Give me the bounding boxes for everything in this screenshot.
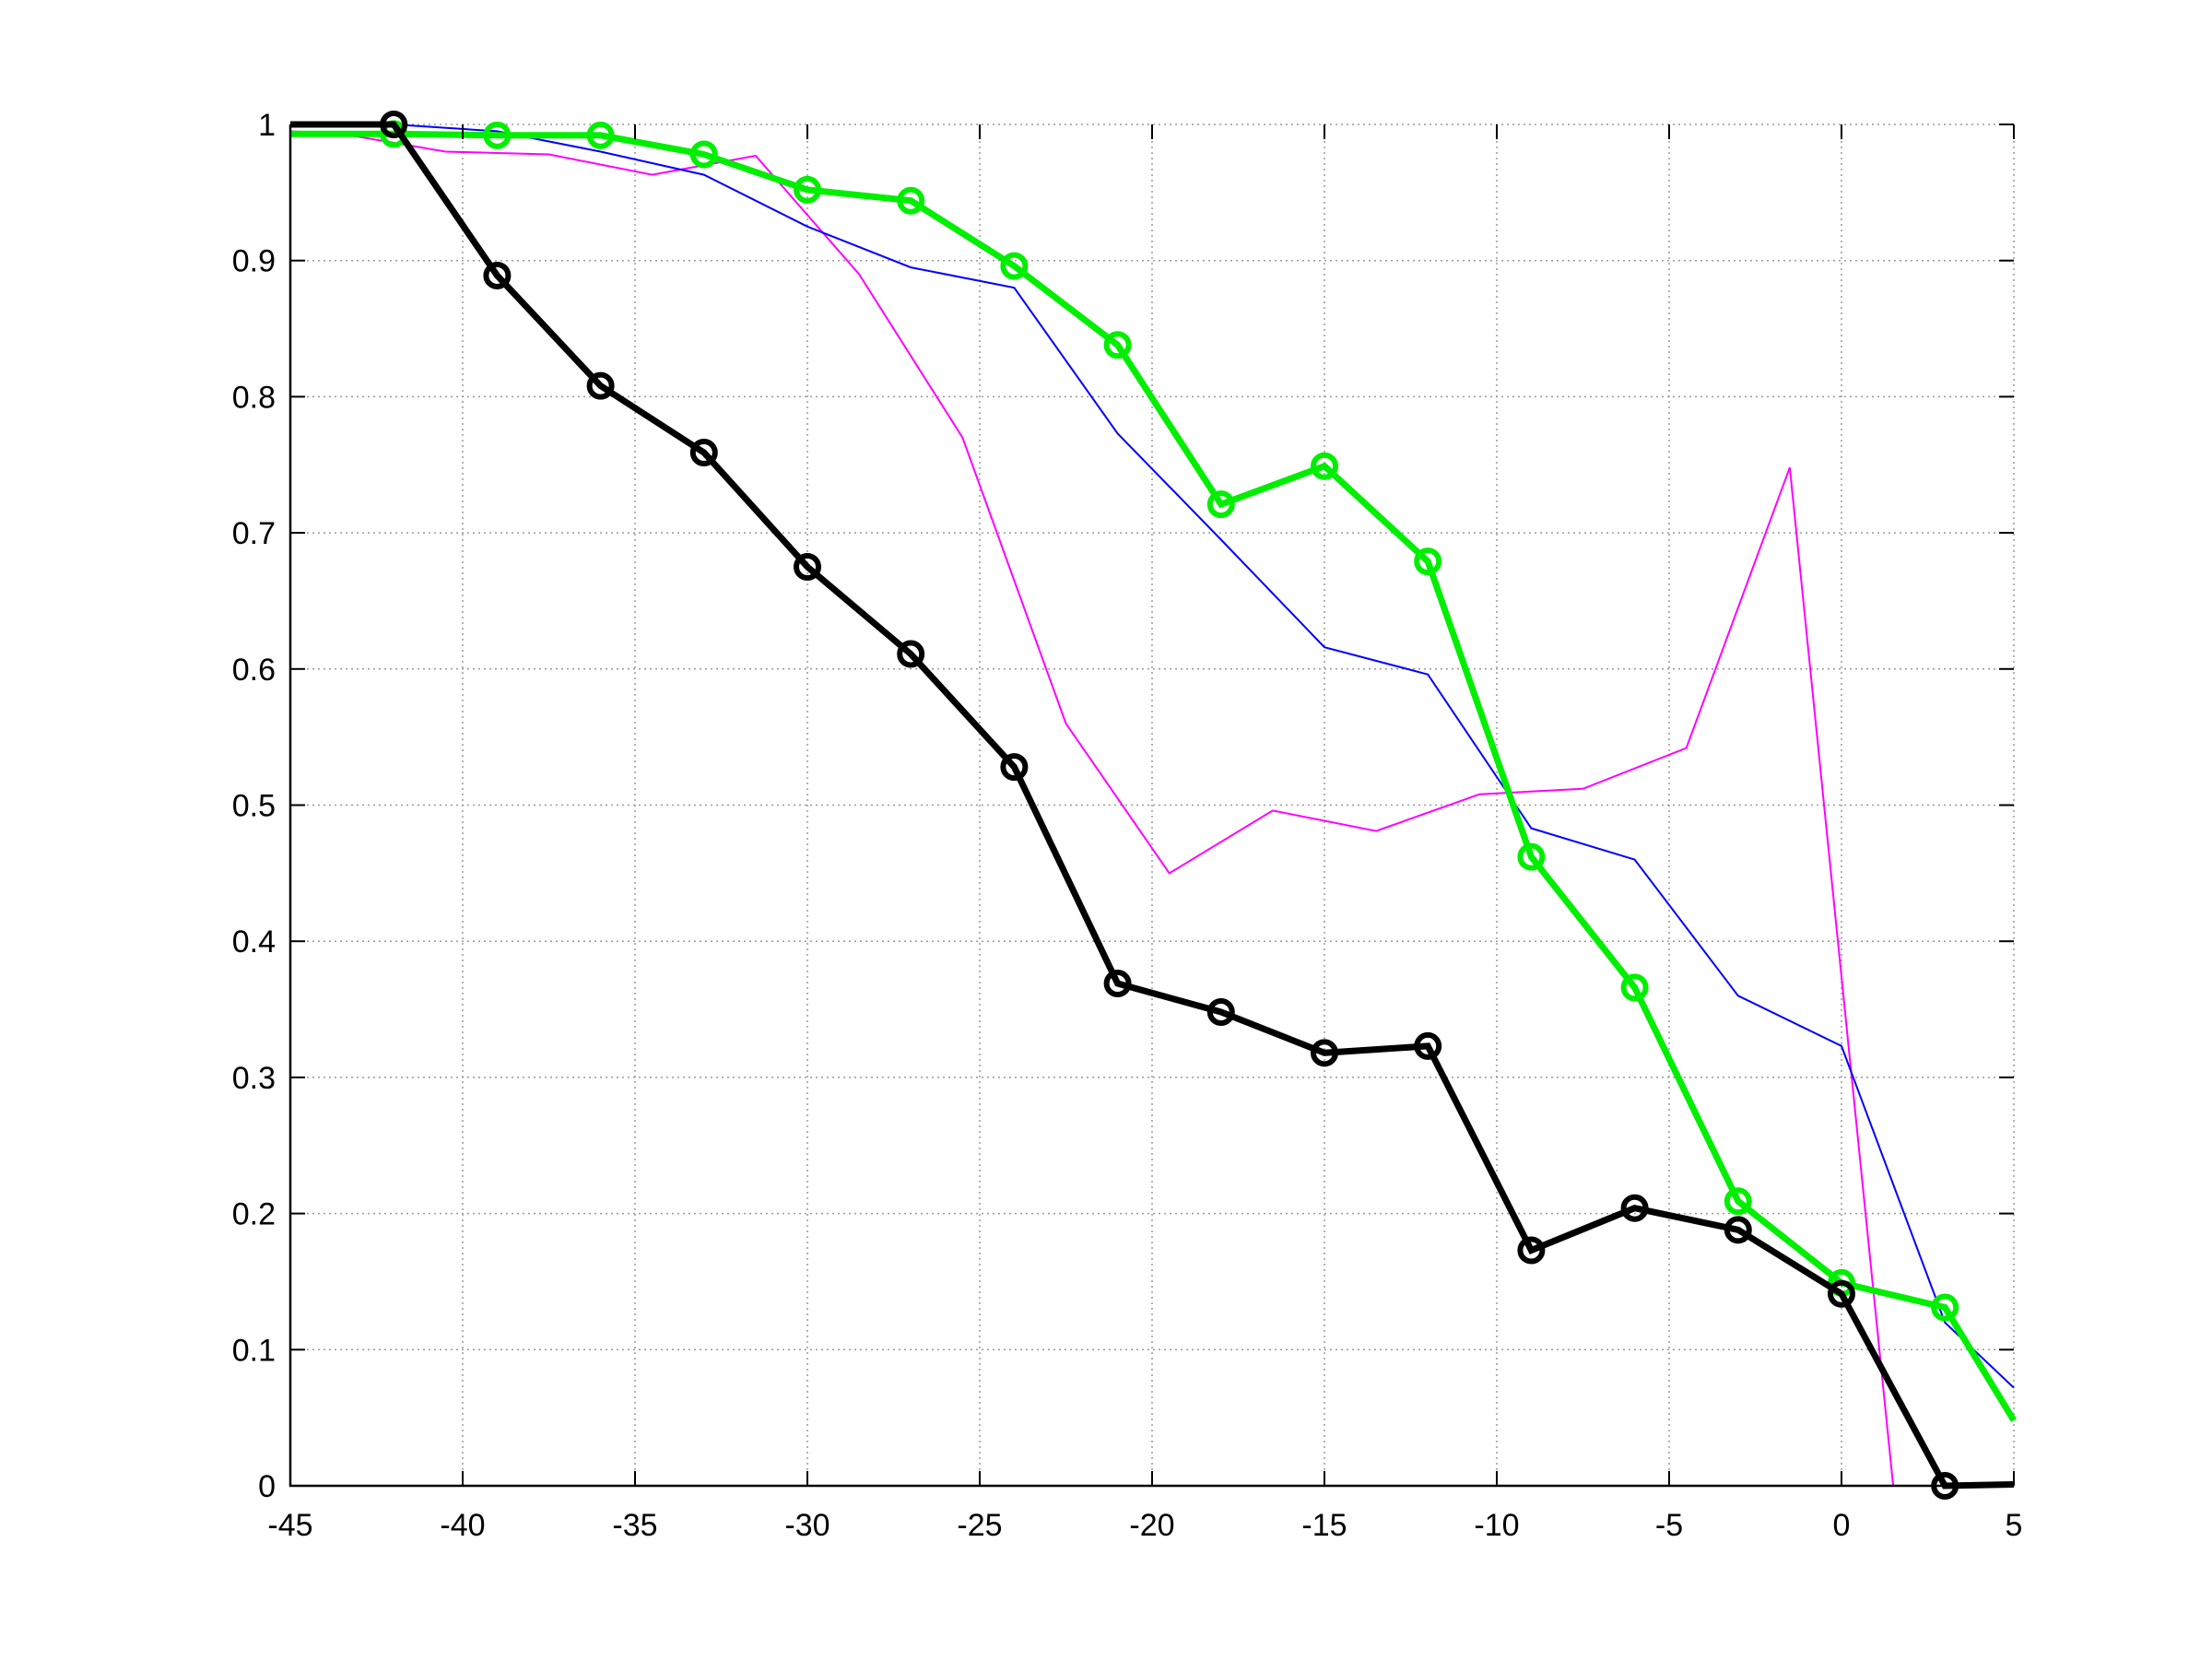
data-point-marker	[380, 111, 408, 138]
x-tick-label: -30	[784, 1508, 830, 1543]
x-tick-label: -45	[267, 1508, 312, 1543]
y-tick-label: 0.6	[232, 653, 276, 688]
data-point-marker	[1517, 1236, 1546, 1265]
data-point-marker	[1517, 842, 1546, 871]
series-1	[290, 124, 2015, 1389]
series-line	[290, 130, 2017, 1422]
x-tick-label: -35	[612, 1508, 657, 1543]
data-point-marker	[586, 371, 615, 400]
y-tick-label: 0.7	[232, 516, 276, 551]
axes-frame	[288, 124, 2015, 1488]
data-point-marker	[689, 140, 718, 169]
y-tick-label: 0.9	[232, 244, 276, 279]
x-tick-label: -20	[1129, 1508, 1174, 1543]
data-point-marker	[1206, 998, 1235, 1027]
data-point-marker	[1000, 753, 1029, 782]
data-point-marker	[1311, 1039, 1338, 1067]
y-tick-label: 0.1	[232, 1333, 276, 1368]
x-tick-label: 0	[1833, 1508, 1851, 1543]
y-tick-label: 0.4	[232, 924, 276, 960]
y-tick-label: 0.3	[232, 1061, 276, 1096]
data-point-marker	[1206, 490, 1235, 519]
series-line	[290, 121, 2015, 1489]
data-point-marker	[897, 186, 925, 215]
tick-labels: -45 -40 -35 -30 -25 -20 -15 -10 -5 0 5 0 0.1 0.2 0.3 0.…	[232, 108, 2023, 1543]
series-line	[290, 124, 2015, 1389]
y-tick-label: 0	[258, 1469, 276, 1504]
x-tick-label: -15	[1301, 1508, 1347, 1543]
data-point-marker	[1414, 547, 1442, 576]
data-point-marker	[897, 640, 925, 668]
series-3	[290, 111, 2015, 1500]
data-point-marker	[1000, 252, 1029, 280]
x-tick-label: -10	[1474, 1508, 1519, 1543]
data-point-marker	[794, 175, 821, 204]
data-point-marker	[794, 553, 821, 582]
data-point-marker	[1724, 1216, 1752, 1244]
data-point-marker	[689, 438, 718, 466]
data-point-marker	[586, 121, 615, 149]
grid-lines	[290, 124, 2015, 1486]
data-point-marker	[1724, 1187, 1752, 1216]
data-point-marker	[1311, 452, 1338, 480]
data-point-marker	[483, 121, 512, 149]
x-tick-label: -40	[440, 1508, 485, 1543]
data-point-marker	[1931, 1293, 1959, 1322]
x-tick-label: -25	[957, 1508, 1002, 1543]
data-point-marker	[1620, 973, 1649, 1002]
y-tick-label: 0.2	[232, 1197, 276, 1232]
y-tick-label: 1	[258, 108, 276, 143]
data-point-marker	[483, 261, 512, 289]
y-tick-label: 0.8	[232, 380, 276, 415]
data-point-marker	[1828, 1279, 1855, 1308]
series-layer	[289, 111, 2017, 1500]
series-line	[289, 130, 2014, 1487]
data-point-marker	[1103, 969, 1132, 997]
x-tick-label: -5	[1655, 1508, 1683, 1543]
series-0	[289, 130, 2014, 1487]
y-tick-label: 0.5	[232, 789, 276, 824]
data-point-marker	[1620, 1194, 1649, 1222]
x-tick-label: 5	[2006, 1508, 2023, 1543]
data-point-marker	[1103, 331, 1132, 359]
data-point-marker	[1414, 1031, 1442, 1060]
